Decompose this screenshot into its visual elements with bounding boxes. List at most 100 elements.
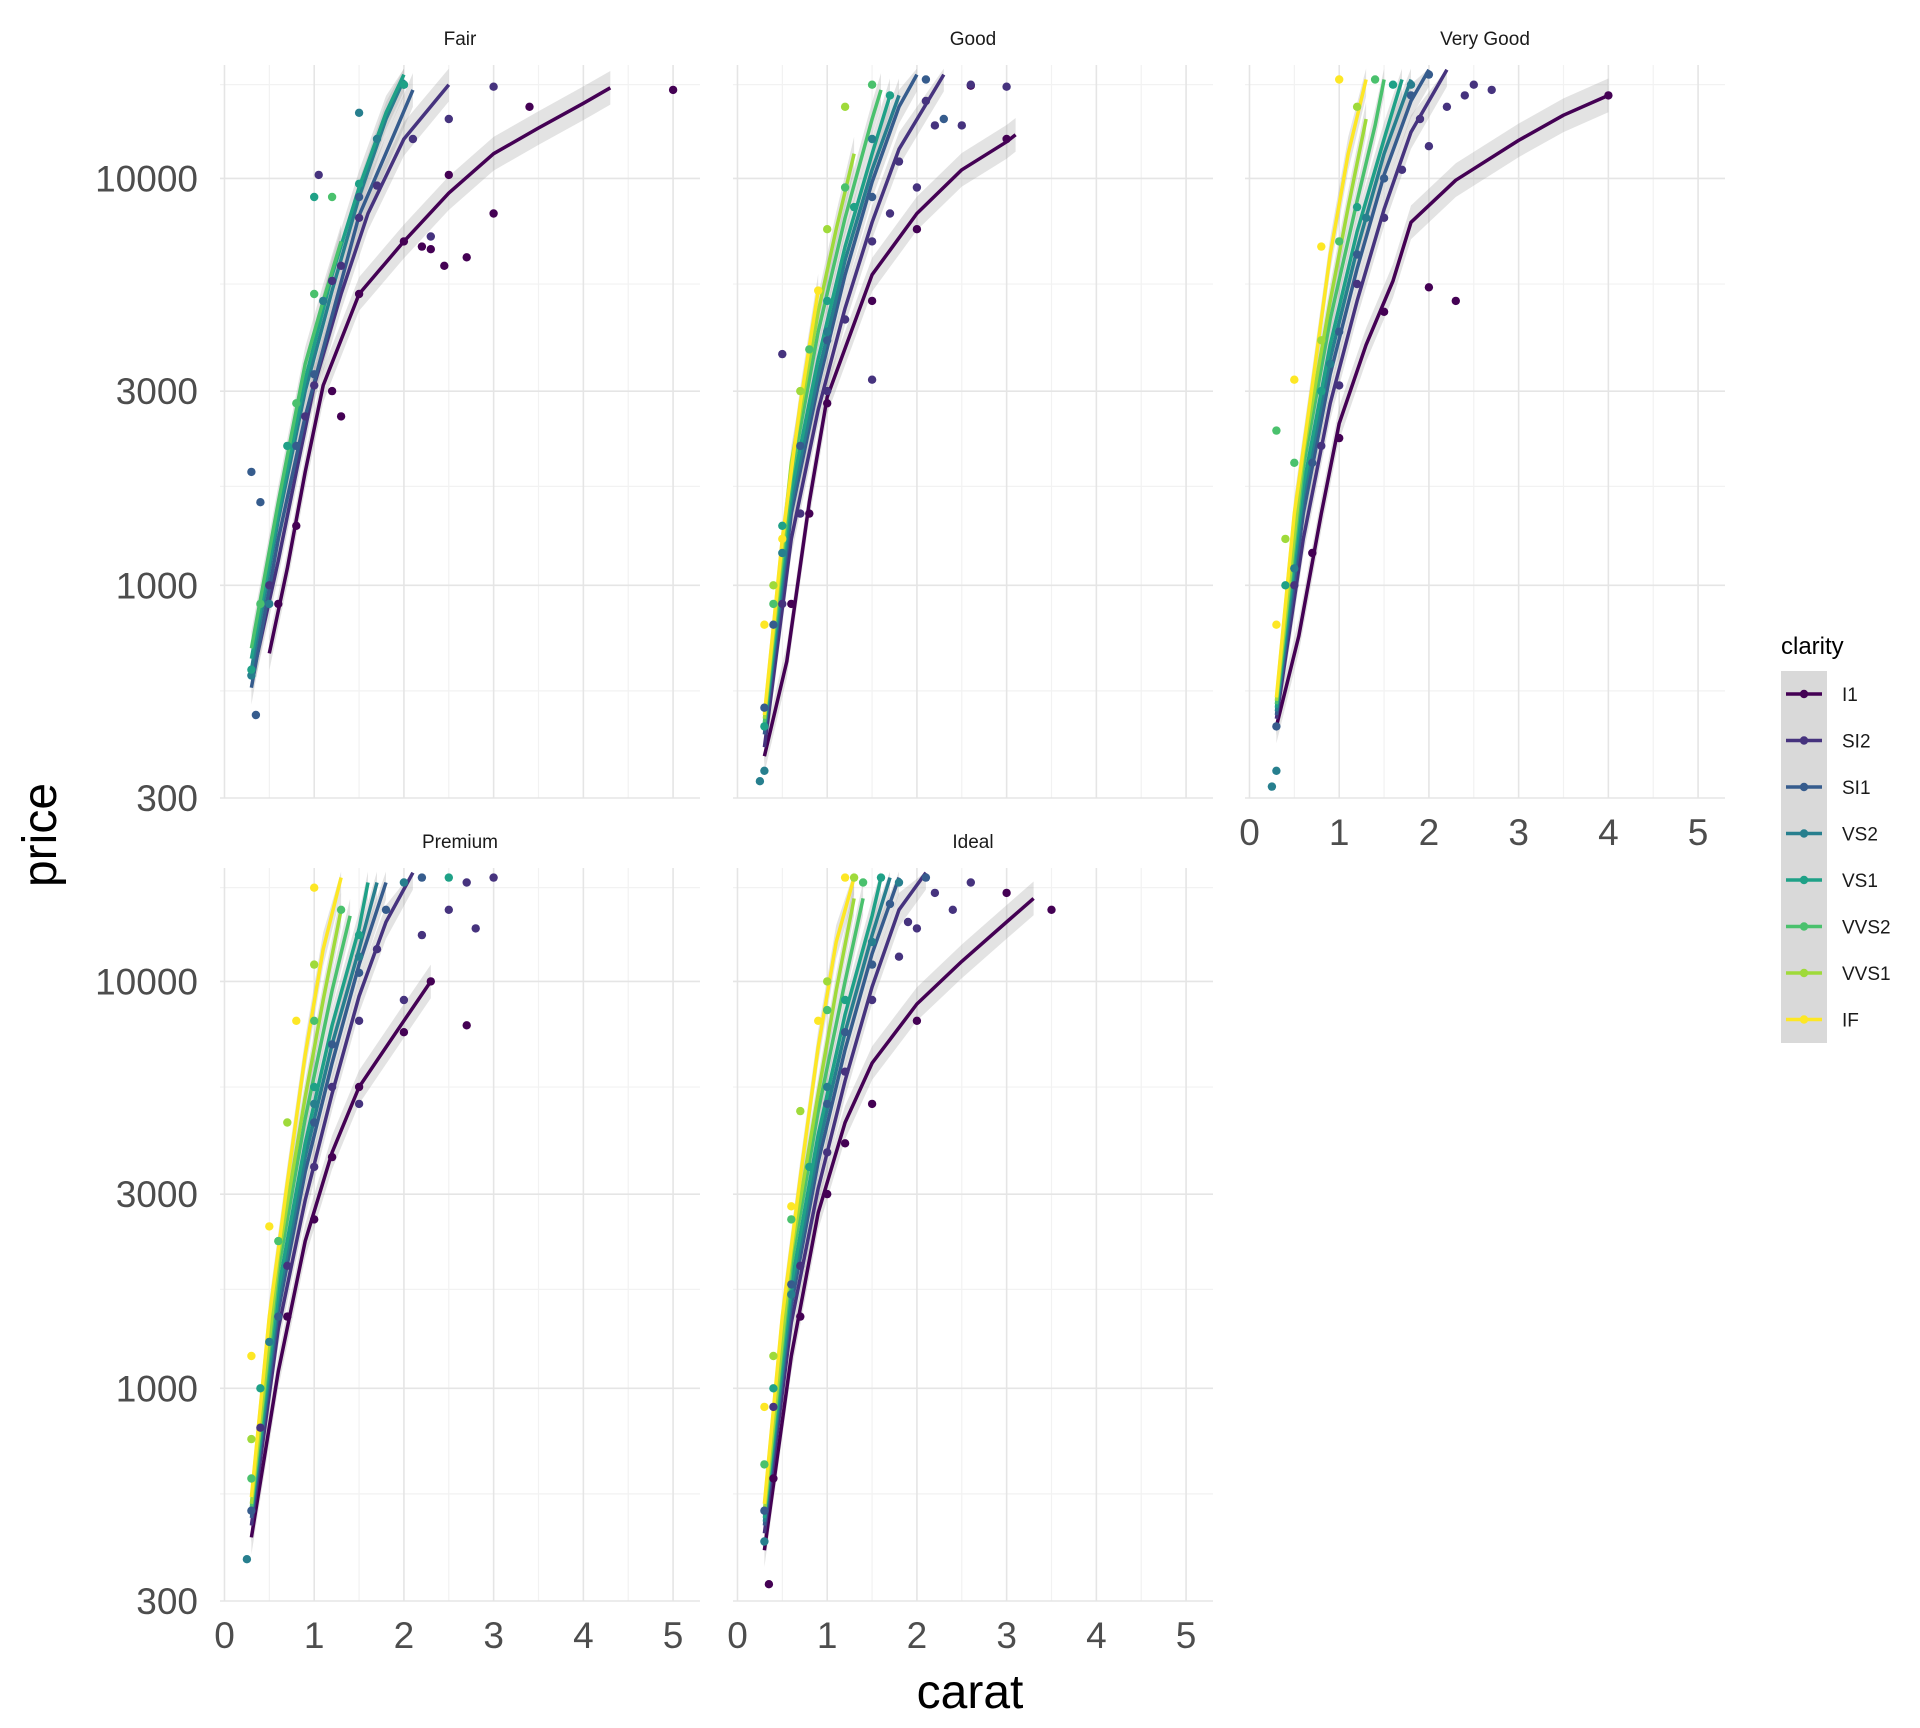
data-point [426,977,435,986]
data-point [840,183,850,192]
confidence-band [251,871,377,1532]
data-point [1272,426,1281,435]
data-point [769,1351,778,1361]
data-point [894,878,904,887]
x-tick-label: 2 [1419,812,1440,853]
data-point [823,977,832,986]
data-point [769,1384,778,1393]
data-point [399,237,409,246]
data-point [1415,114,1425,124]
data-point [957,121,966,130]
legend-label: SI2 [1842,732,1871,753]
confidence-band [764,78,890,744]
data-point [462,253,471,262]
legend-item-if: IF [1781,996,1859,1043]
data-point [1047,905,1056,914]
x-tick-label: 1 [304,1615,325,1656]
data-point [310,1099,319,1109]
legend-label: VS1 [1842,871,1878,892]
data-point [787,599,796,609]
confidence-band [251,871,386,1535]
legend-key-point [1799,875,1809,885]
data-point [1352,250,1362,259]
data-point [1460,91,1470,100]
data-point [1272,766,1281,775]
data-point [921,96,931,106]
data-point [292,521,301,530]
data-point [292,1016,301,1025]
data-point [840,102,850,112]
data-point [444,114,453,124]
x-tick-label: 0 [1239,812,1260,853]
confidence-band [764,871,881,1535]
data-point [1352,279,1362,289]
data-point [796,386,805,396]
data-point [948,905,957,914]
y-tick-label: 1000 [116,565,198,606]
data-point [876,873,886,882]
data-point [823,1189,832,1199]
data-point [1361,213,1371,222]
data-point [399,1028,409,1037]
confidence-band [764,881,1034,1567]
data-point [840,315,850,324]
x-tick-label: 2 [394,1615,415,1656]
data-point [1469,80,1479,89]
x-tick-label: 5 [1176,1615,1197,1656]
data-point [336,905,346,914]
data-point [381,905,391,914]
data-point [755,777,765,786]
data-point [769,620,778,629]
data-point [1317,242,1326,251]
x-tick-label: 1 [817,1615,838,1656]
data-point [778,534,787,544]
data-point [885,209,895,218]
data-point [840,1067,850,1076]
x-tick-label: 4 [1086,1615,1107,1656]
data-point [1272,620,1281,629]
data-point [912,924,922,933]
trend-line-if [249,877,343,1498]
data-point [796,1106,805,1116]
confidence-band [251,964,431,1555]
data-point [769,581,778,590]
data-point [760,1460,769,1469]
data-point [327,386,337,396]
data-point [1317,441,1326,451]
data-point [354,968,364,977]
data-point [417,930,427,940]
data-point [885,899,895,909]
y-tick-label: 3000 [116,1174,198,1215]
data-point [1002,82,1011,91]
confidence-band [251,73,413,705]
data-point [1487,85,1496,95]
data-point [796,509,805,518]
legend-item-vs2: VS2 [1781,810,1878,857]
data-point [489,82,498,91]
data-point [462,1021,471,1030]
data-point [787,1280,796,1289]
trend-line-si1 [1274,68,1431,716]
data-point [417,873,427,882]
data-point [444,170,453,180]
facet-panel-premium: Premium 300 1000 3000 10000 0 1 2 3 4 5 [95,832,700,1656]
data-point [417,242,427,251]
trend-line-si2 [762,73,946,748]
data-point [1308,458,1317,467]
legend-key-point [1799,782,1809,792]
data-point [778,548,787,558]
data-point [840,1028,850,1037]
data-point [354,179,364,188]
data-point [310,192,319,202]
data-point [256,599,265,609]
legend-label: VS2 [1842,825,1878,846]
data-point [1424,283,1434,292]
trend-line-if [762,877,856,1504]
data-point [1335,381,1344,390]
data-point [1388,80,1398,89]
data-point [787,1202,796,1211]
facet-strip-label: Good [950,29,996,50]
data-point [310,960,319,969]
x-tick-label: 1 [1329,812,1350,853]
